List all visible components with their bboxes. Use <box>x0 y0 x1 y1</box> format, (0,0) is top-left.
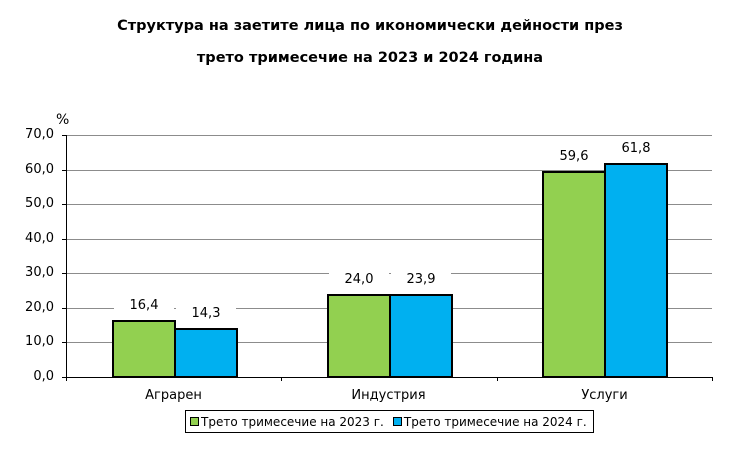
legend-swatch-2024 <box>392 417 402 426</box>
y-tick-label: 10,0 <box>25 334 54 349</box>
category-label: Услуги <box>581 388 628 403</box>
x-tick <box>281 377 282 381</box>
y-tick-label: 70,0 <box>25 127 54 142</box>
y-tick-label: 50,0 <box>25 196 54 211</box>
y-tick <box>62 273 66 274</box>
y-tick <box>62 308 66 309</box>
category-label: Аграрен <box>145 388 202 403</box>
bar-s2024-2 <box>604 163 668 378</box>
y-tick-label: 30,0 <box>25 265 54 280</box>
x-tick <box>66 377 67 381</box>
legend-item-2023: Трето тримесечие на 2023 г. <box>190 415 384 429</box>
legend-label-2024: Трето тримесечие на 2024 г. <box>403 414 587 429</box>
value-label: 23,9 <box>391 272 451 287</box>
legend-swatch-2023 <box>190 417 199 426</box>
value-label: 14,3 <box>176 306 236 321</box>
y-tick <box>62 239 66 240</box>
y-tick <box>62 170 66 171</box>
value-label: 16,4 <box>114 298 174 313</box>
y-axis <box>66 135 67 378</box>
bar-s2024-1 <box>389 294 453 378</box>
x-tick <box>712 377 713 381</box>
value-label: 24,0 <box>329 272 389 287</box>
y-tick <box>62 377 66 378</box>
gridline <box>66 170 712 171</box>
legend-item-2024: Трето тримесечие на 2024 г. <box>392 414 587 429</box>
y-tick-label: 40,0 <box>25 231 54 246</box>
bar-s2023-1 <box>327 294 391 378</box>
chart-title-line1: Структура на заетите лица по икономическ… <box>117 18 623 34</box>
y-tick <box>62 204 66 205</box>
gridline <box>66 273 712 274</box>
y-tick-label: 60,0 <box>25 162 54 177</box>
legend-label-2023: Трето тримесечие на 2023 г. <box>201 414 384 429</box>
y-axis-unit: % <box>56 112 70 128</box>
category-label: Индустрия <box>351 388 426 403</box>
y-tick-label: 0,0 <box>33 369 54 384</box>
x-tick <box>497 377 498 381</box>
gridline <box>66 135 712 136</box>
y-tick <box>62 342 66 343</box>
value-label: 61,8 <box>606 141 666 156</box>
y-tick <box>62 135 66 136</box>
bar-s2023-2 <box>542 171 606 378</box>
legend: Трето тримесечие на 2023 г. Трето тримес… <box>185 410 594 433</box>
bar-s2024-0 <box>174 328 238 378</box>
gridline <box>66 239 712 240</box>
bar-s2023-0 <box>112 320 176 378</box>
value-label: 59,6 <box>544 149 604 164</box>
chart-title-line2: трето тримесечие на 2023 и 2024 година <box>196 50 544 66</box>
gridline <box>66 204 712 205</box>
y-tick-label: 20,0 <box>25 300 54 315</box>
